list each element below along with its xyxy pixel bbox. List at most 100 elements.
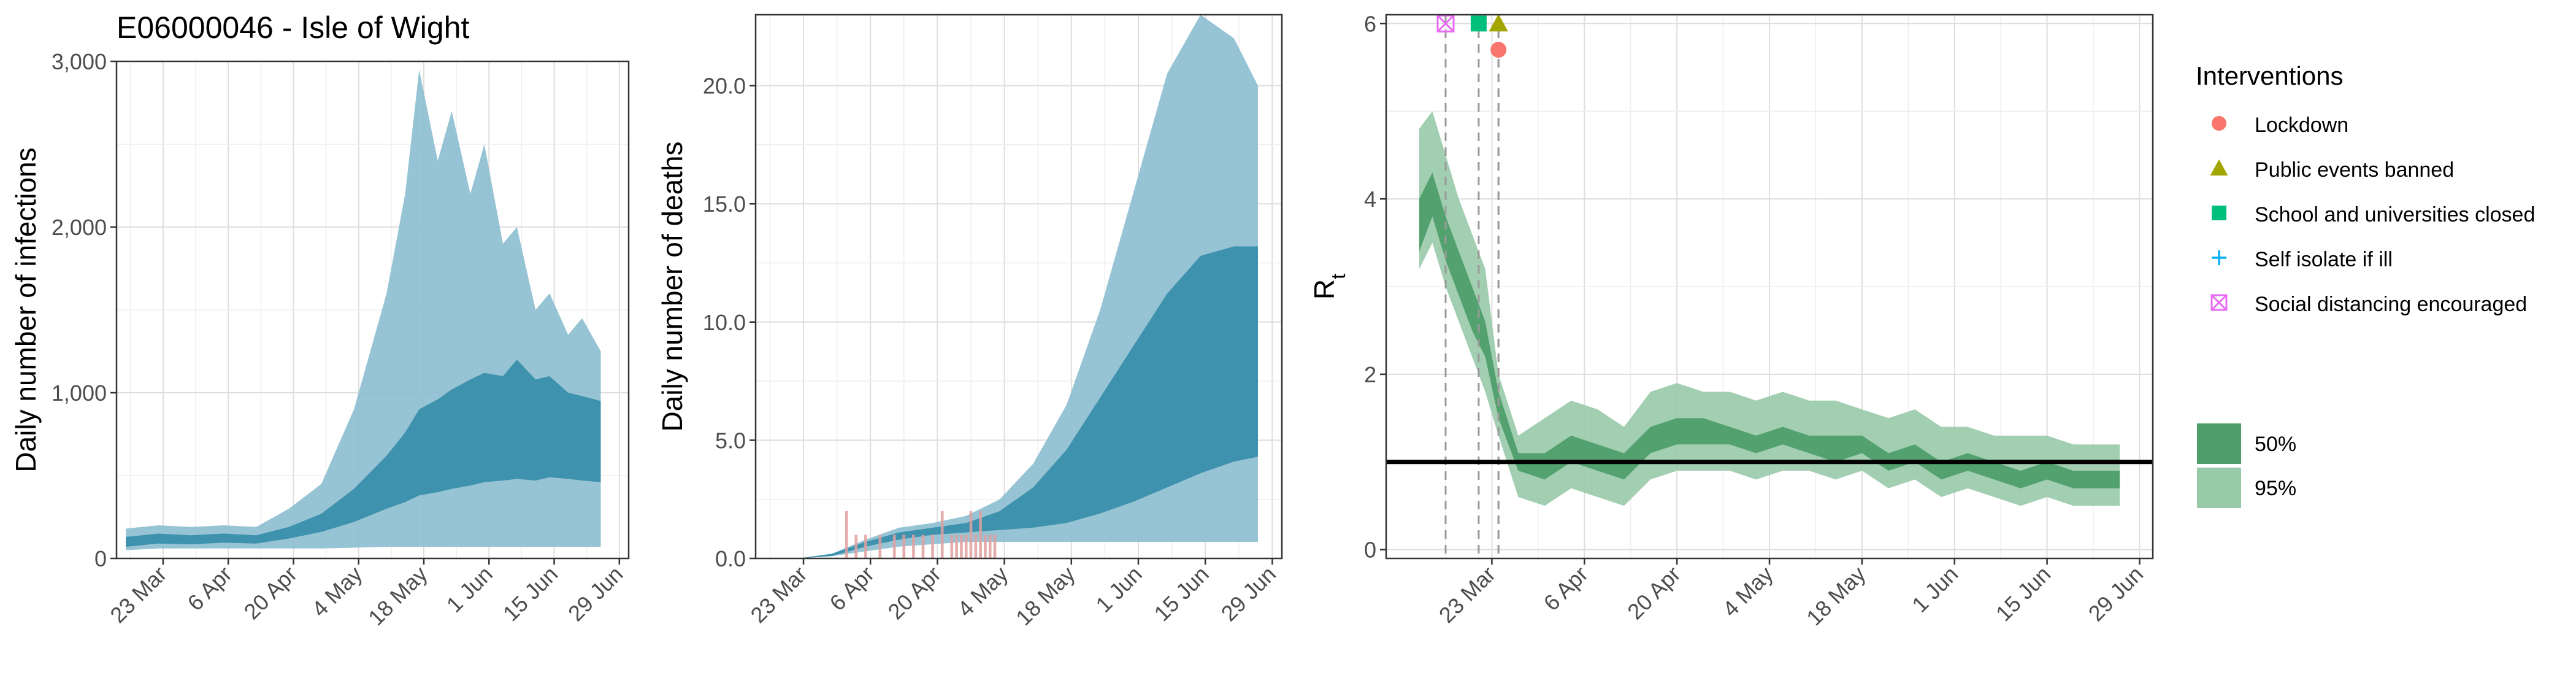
observed-death-bar [984, 534, 987, 558]
x-tick-label: 6 Apr [182, 561, 236, 615]
y-tick-label: 3,000 [52, 49, 107, 74]
legend-intervals: 50% 95% [2197, 423, 2296, 508]
x-tick-label: 18 May [1801, 561, 1870, 630]
x-tick-label: 4 May [307, 561, 367, 622]
panel-border [754, 14, 1283, 560]
panel-border [115, 60, 630, 560]
observed-death-bar [950, 534, 954, 558]
legend-label: Social distancing encouraged [2255, 293, 2527, 316]
x-tick-label: 23 Mar [1434, 561, 1500, 628]
y-tick-label: 10.0 [703, 310, 746, 335]
intervention-marker-square [1470, 15, 1487, 32]
y-tick-label: 1,000 [52, 380, 107, 406]
rt-panel: 0 2 4 6 23 Mar 6 Apr 20 Apr 4 May 18 May 1 Jun 15 … [1308, 11, 2154, 630]
legend: Interventions Lockdown Public events bann… [2196, 61, 2535, 508]
observed-death-bar [974, 534, 978, 558]
legend-label: Self isolate if ill [2255, 248, 2393, 271]
y-tick-label: 15.0 [703, 191, 746, 217]
x-tick-label: 20 Apr [239, 561, 302, 625]
x-tick-label: 1 Jun [1907, 561, 1963, 617]
observed-death-bar [969, 511, 973, 558]
infections-panel: 0 1,000 2,000 3,000 23 Mar 6 Apr 20 Apr 4 May18… [10, 49, 630, 630]
legend-key-interval [2197, 468, 2241, 508]
observed-death-bar [912, 534, 915, 558]
x-tick-label: 6 Apr [1539, 561, 1593, 615]
observed-death-bar [993, 534, 997, 558]
y-axis: 0 2 4 6 [1364, 11, 1386, 563]
x-tick-label: 15 Jun [1991, 561, 2055, 626]
ribbon-50-infections [126, 360, 601, 547]
observed-death-bar [964, 534, 968, 558]
ribbon-50-deaths [765, 246, 1258, 558]
observed-death-bar [921, 534, 925, 558]
legend-label: Public events banned [2255, 158, 2454, 182]
observed-death-bar [955, 534, 958, 558]
legend-item-intervention: School and universities closed [2212, 203, 2535, 226]
observed-death-bar [979, 511, 982, 558]
y-tick-label: 20.0 [703, 74, 746, 99]
legend-key-circle [2212, 116, 2226, 131]
observed-death-bar [864, 534, 867, 558]
legend-label: School and universities closed [2255, 203, 2535, 226]
legend-item-intervention: Self isolate if ill [2212, 248, 2393, 271]
y-tick-label: 0.0 [715, 546, 746, 571]
x-tick-label: 23 Mar [745, 561, 811, 628]
x-tick-label: 29 Jun [563, 561, 627, 626]
x-tick-label: 23 Mar [105, 561, 171, 628]
observed-death-bar [988, 534, 992, 558]
x-tick-label: 1 Jun [442, 561, 497, 617]
x-tick-label: 4 May [953, 561, 1013, 622]
y-tick-label: 0 [1364, 538, 1376, 563]
intervention-marker-circle [1490, 42, 1507, 58]
observed-deaths-bars [845, 511, 997, 558]
x-tick-label: 20 Apr [883, 561, 946, 625]
y-tick-label: 0 [94, 546, 107, 571]
observed-death-bar [878, 534, 882, 558]
deaths-panel: 0.0 5.0 10.0 15.0 20.0 23 Mar 6 Apr 20 Apr 4 May… [656, 14, 1283, 630]
observed-death-bar [892, 534, 896, 558]
y-tick-label: 5.0 [715, 428, 746, 453]
x-tick-label: 18 May [363, 561, 432, 630]
y-tick-label: 2 [1364, 362, 1376, 387]
y-tick-label: 4 [1364, 187, 1376, 212]
legend-key-triangle [2210, 159, 2228, 176]
legend-item-intervention: Lockdown [2212, 114, 2348, 137]
legend-key-square-cross [2210, 294, 2228, 311]
legend-key-interval [2197, 423, 2241, 464]
y-axis-label-main: R [1308, 279, 1340, 299]
legend-item-intervention: Social distancing encouraged [2210, 293, 2527, 316]
observed-death-bar [902, 534, 906, 558]
legend-interventions: Lockdown Public events banned School and u… [2210, 114, 2535, 316]
x-tick-label: 20 Apr [1622, 561, 1685, 625]
y-axis-label-subscript: t [1327, 274, 1349, 279]
x-tick-label: 18 May [1011, 561, 1079, 630]
legend-key-square [2212, 206, 2226, 220]
legend-label: Lockdown [2255, 114, 2348, 137]
intervention-marker-triangle [1489, 14, 1508, 32]
y-tick-label: 6 [1364, 11, 1376, 36]
legend-key-plus [2212, 250, 2226, 265]
x-tick-label: 29 Jun [2083, 561, 2148, 626]
observed-death-bar [854, 534, 858, 558]
intervention-marker-square-cross [1436, 14, 1455, 33]
y-tick-label: 2,000 [52, 215, 107, 240]
x-tick-label: 15 Jun [498, 561, 562, 626]
x-tick-label: 15 Jun [1149, 561, 1213, 626]
y-axis-label: Rt [1308, 274, 1349, 299]
observed-death-bar [960, 534, 963, 558]
x-tick-label: 29 Jun [1216, 561, 1281, 626]
x-tick-label: 1 Jun [1091, 561, 1146, 617]
observed-death-bar [940, 511, 944, 558]
y-axis-label: Daily number of deaths [656, 141, 688, 431]
figure-title: E06000046 - Isle of Wight [117, 10, 469, 45]
observed-death-bar [845, 511, 848, 558]
legend-item-interval: 50% [2197, 423, 2296, 464]
legend-label: 95% [2255, 477, 2296, 500]
observed-death-bar [931, 534, 934, 558]
y-axis: 0.0 5.0 10.0 15.0 20.0 [703, 74, 756, 571]
legend-item-intervention: Public events banned [2210, 158, 2454, 182]
y-axis: 0 1,000 2,000 3,000 [52, 49, 117, 571]
